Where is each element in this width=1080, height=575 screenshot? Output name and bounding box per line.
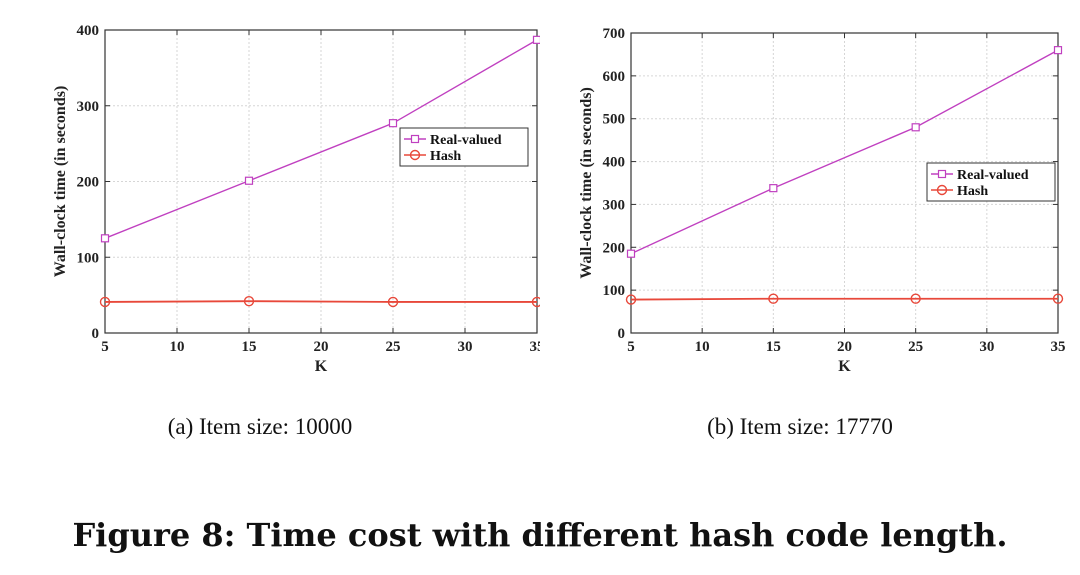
data-point xyxy=(910,293,921,304)
data-point xyxy=(100,234,110,243)
legend-marker xyxy=(410,134,420,144)
x-tick-label: 15 xyxy=(766,339,781,355)
x-tick-label: 35 xyxy=(530,339,541,355)
legend-marker xyxy=(936,184,948,196)
series-hash xyxy=(625,293,1064,305)
y-tick-label: 500 xyxy=(603,112,626,128)
data-point xyxy=(911,123,920,132)
data-point xyxy=(768,293,779,304)
y-tick-label: 600 xyxy=(603,69,626,85)
y-tick-label: 100 xyxy=(603,283,626,299)
x-tick-label: 15 xyxy=(242,339,257,355)
x-tick-label: 25 xyxy=(386,339,401,355)
y-tick-label: 100 xyxy=(77,250,100,266)
legend-label: Hash xyxy=(430,149,461,164)
y-tick-label: 0 xyxy=(618,326,626,342)
x-tick-label: 5 xyxy=(101,339,109,355)
y-tick-label: 0 xyxy=(92,326,100,342)
series-line xyxy=(630,49,1059,255)
y-tick-label: 300 xyxy=(603,197,626,213)
chart-a: 5 10 15 20 25 30 35 0 100 200 300 400 K Wall-clock ti… xyxy=(52,23,541,375)
x-tick-label: 35 xyxy=(1051,339,1066,355)
data-point xyxy=(532,35,540,44)
data-point xyxy=(626,249,636,258)
y-axis-label: Wall-clock time (in seconds) xyxy=(52,86,69,278)
data-point xyxy=(243,295,255,307)
data-point xyxy=(387,296,399,308)
data-point xyxy=(1052,293,1064,304)
legend-label: Hash xyxy=(957,184,988,199)
y-tick-label: 200 xyxy=(77,175,100,191)
series-hash xyxy=(99,295,540,308)
x-tick-label: 10 xyxy=(695,339,710,355)
y-tick-label: 300 xyxy=(77,99,100,115)
x-axis-label: K xyxy=(315,358,328,375)
y-axis-label: Wall-clock time (in seconds) xyxy=(578,87,595,279)
legend-label: Real-valued xyxy=(957,168,1029,183)
chart-b: 5 10 15 20 25 30 35 0 100 200 300 400 500 600 700 K Wall… xyxy=(578,26,1066,375)
legend-marker xyxy=(937,169,947,179)
y-tick-label: 400 xyxy=(603,155,626,171)
data-point xyxy=(244,176,254,185)
data-point xyxy=(1053,46,1063,55)
data-point xyxy=(625,294,637,305)
x-tick-label: 25 xyxy=(908,339,923,355)
series-line xyxy=(104,39,538,239)
subcaption-a: (a) Item size: 10000 xyxy=(167,414,353,439)
x-tick-label: 20 xyxy=(837,339,852,355)
x-tick-label: 20 xyxy=(314,339,329,355)
x-tick-label: 30 xyxy=(458,339,473,355)
data-point xyxy=(99,296,111,308)
legend-box xyxy=(926,162,1056,202)
series-line xyxy=(630,297,1058,301)
y-tick-label: 700 xyxy=(603,26,626,42)
x-tick-label: 30 xyxy=(979,339,994,355)
data-point xyxy=(769,184,778,193)
legend-box xyxy=(399,127,529,167)
data-point xyxy=(531,296,540,308)
legend-marker xyxy=(409,149,421,161)
series-line xyxy=(104,300,537,303)
subcaption-b: (b) Item size: 17770 xyxy=(707,414,893,439)
series-real-valued xyxy=(100,35,540,243)
x-tick-label: 5 xyxy=(627,339,635,355)
x-axis-label: K xyxy=(838,358,851,375)
x-tick-label: 10 xyxy=(170,339,185,355)
legend-label: Real-valued xyxy=(430,133,502,148)
chart-panel-b: 5 10 15 20 25 30 35 0 100 200 300 400 500 600 700 K Wall… xyxy=(540,0,1080,460)
chart-panel-a: 5 10 15 20 25 30 35 0 100 200 300 400 K Wall-clock ti… xyxy=(0,0,540,460)
y-tick-label: 400 xyxy=(77,23,100,39)
y-tick-label: 200 xyxy=(603,240,626,256)
data-point xyxy=(388,119,398,128)
grid xyxy=(104,29,538,334)
figure-caption: Figure 8: Time cost with different hash … xyxy=(72,516,1008,554)
series-real-valued xyxy=(626,46,1063,258)
